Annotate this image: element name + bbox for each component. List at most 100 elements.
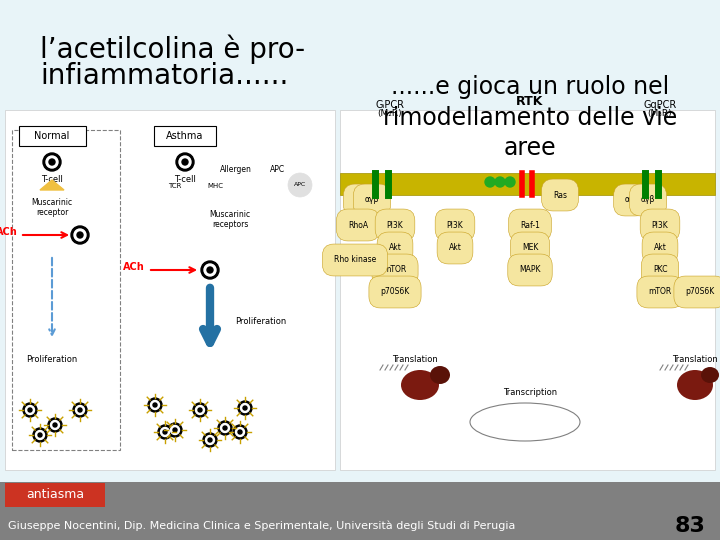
Text: Translation: Translation bbox=[392, 355, 438, 364]
Circle shape bbox=[50, 421, 60, 429]
Circle shape bbox=[25, 406, 35, 415]
Text: Transcription: Transcription bbox=[503, 388, 557, 397]
Text: antiasma: antiasma bbox=[26, 489, 84, 502]
Text: Giuseppe Nocentini, Dip. Medicina Clinica e Sperimentale, Università degli Studi: Giuseppe Nocentini, Dip. Medicina Clinic… bbox=[8, 521, 516, 531]
Text: GᵢPCR: GᵢPCR bbox=[376, 100, 405, 110]
Circle shape bbox=[238, 401, 252, 415]
Circle shape bbox=[238, 430, 242, 434]
Text: Normal: Normal bbox=[35, 131, 70, 141]
Text: PI3K: PI3K bbox=[387, 220, 403, 230]
Circle shape bbox=[43, 153, 61, 171]
Text: Akt: Akt bbox=[449, 244, 462, 253]
Circle shape bbox=[158, 425, 172, 439]
Circle shape bbox=[182, 159, 188, 165]
Text: PKC: PKC bbox=[653, 266, 667, 274]
Circle shape bbox=[198, 408, 202, 412]
Text: Akt: Akt bbox=[654, 244, 667, 253]
Circle shape bbox=[201, 261, 219, 279]
Bar bbox=[12, 130, 120, 450]
Text: Ras: Ras bbox=[553, 191, 567, 199]
Text: APC: APC bbox=[270, 165, 285, 174]
Text: Asthma: Asthma bbox=[166, 131, 204, 141]
Circle shape bbox=[207, 267, 213, 273]
Circle shape bbox=[28, 408, 32, 412]
Text: p70S6K: p70S6K bbox=[685, 287, 715, 296]
Text: RhoA: RhoA bbox=[348, 220, 368, 230]
Circle shape bbox=[153, 403, 157, 407]
Text: APC: APC bbox=[294, 183, 306, 187]
Text: T-cell: T-cell bbox=[41, 175, 63, 184]
Circle shape bbox=[163, 430, 167, 434]
Text: TCR: TCR bbox=[168, 183, 181, 189]
Circle shape bbox=[220, 423, 230, 433]
Ellipse shape bbox=[677, 370, 713, 400]
Text: Allergen: Allergen bbox=[220, 165, 252, 174]
Polygon shape bbox=[40, 180, 64, 190]
Circle shape bbox=[235, 428, 245, 436]
Text: GqPCR: GqPCR bbox=[644, 100, 677, 110]
Text: αᵢ: αᵢ bbox=[355, 195, 361, 205]
Bar bbox=[340, 110, 715, 470]
Circle shape bbox=[495, 177, 505, 187]
Circle shape bbox=[23, 403, 37, 417]
Text: ......e gioca un ruolo nel
rimodellamento delle vie
aree: ......e gioca un ruolo nel rimodellament… bbox=[383, 75, 677, 160]
Circle shape bbox=[71, 226, 89, 244]
Ellipse shape bbox=[401, 370, 439, 400]
Circle shape bbox=[243, 406, 247, 410]
Text: infiammatoria......: infiammatoria...... bbox=[40, 62, 289, 90]
Circle shape bbox=[218, 421, 232, 435]
Circle shape bbox=[196, 406, 204, 415]
Text: l’acetilcolina è pro-: l’acetilcolina è pro- bbox=[40, 35, 305, 64]
Text: ACh: ACh bbox=[0, 227, 18, 237]
Circle shape bbox=[46, 156, 58, 168]
Bar bbox=[5, 110, 335, 470]
Circle shape bbox=[53, 423, 57, 427]
Text: Proliferation: Proliferation bbox=[27, 355, 78, 364]
Text: (M₂R): (M₂R) bbox=[378, 109, 402, 118]
Bar bbox=[340, 173, 715, 195]
Text: Proliferation: Proliferation bbox=[235, 318, 287, 327]
Circle shape bbox=[223, 426, 227, 430]
Text: αγβ: αγβ bbox=[641, 195, 655, 205]
Text: Muscarinic
receptor: Muscarinic receptor bbox=[32, 198, 73, 218]
Circle shape bbox=[193, 403, 207, 417]
Ellipse shape bbox=[701, 367, 719, 383]
Text: Muscarinic
receptors: Muscarinic receptors bbox=[210, 210, 251, 230]
Text: αq: αq bbox=[625, 195, 635, 205]
Text: T-cell: T-cell bbox=[174, 175, 196, 184]
Circle shape bbox=[233, 425, 247, 439]
Circle shape bbox=[78, 408, 82, 412]
Text: ACh: ACh bbox=[123, 262, 145, 272]
Circle shape bbox=[288, 173, 312, 197]
Circle shape bbox=[150, 401, 160, 409]
Circle shape bbox=[179, 156, 191, 168]
Circle shape bbox=[173, 428, 177, 432]
Circle shape bbox=[48, 418, 62, 432]
Circle shape bbox=[74, 229, 86, 241]
Text: αγβ: αγβ bbox=[365, 195, 379, 205]
Text: PI3K: PI3K bbox=[446, 220, 464, 230]
Text: mTOR: mTOR bbox=[383, 266, 407, 274]
Circle shape bbox=[505, 177, 515, 187]
Text: PI3K: PI3K bbox=[652, 220, 668, 230]
Circle shape bbox=[168, 423, 182, 437]
Text: MHC: MHC bbox=[207, 183, 223, 189]
FancyBboxPatch shape bbox=[154, 126, 216, 146]
Circle shape bbox=[203, 433, 217, 447]
Text: mTOR: mTOR bbox=[649, 287, 672, 296]
Text: 83: 83 bbox=[675, 516, 706, 536]
Circle shape bbox=[76, 406, 84, 415]
Text: MEK: MEK bbox=[522, 244, 538, 253]
Circle shape bbox=[208, 438, 212, 442]
Text: RTK: RTK bbox=[516, 95, 544, 108]
Circle shape bbox=[205, 435, 215, 444]
Text: Translation: Translation bbox=[672, 355, 718, 364]
Circle shape bbox=[49, 159, 55, 165]
Circle shape bbox=[33, 428, 47, 442]
Bar bbox=[0, 482, 720, 540]
Circle shape bbox=[35, 430, 45, 440]
Circle shape bbox=[240, 403, 250, 413]
FancyBboxPatch shape bbox=[19, 126, 86, 146]
Circle shape bbox=[77, 232, 83, 238]
Text: (M₃R): (M₃R) bbox=[648, 109, 672, 118]
